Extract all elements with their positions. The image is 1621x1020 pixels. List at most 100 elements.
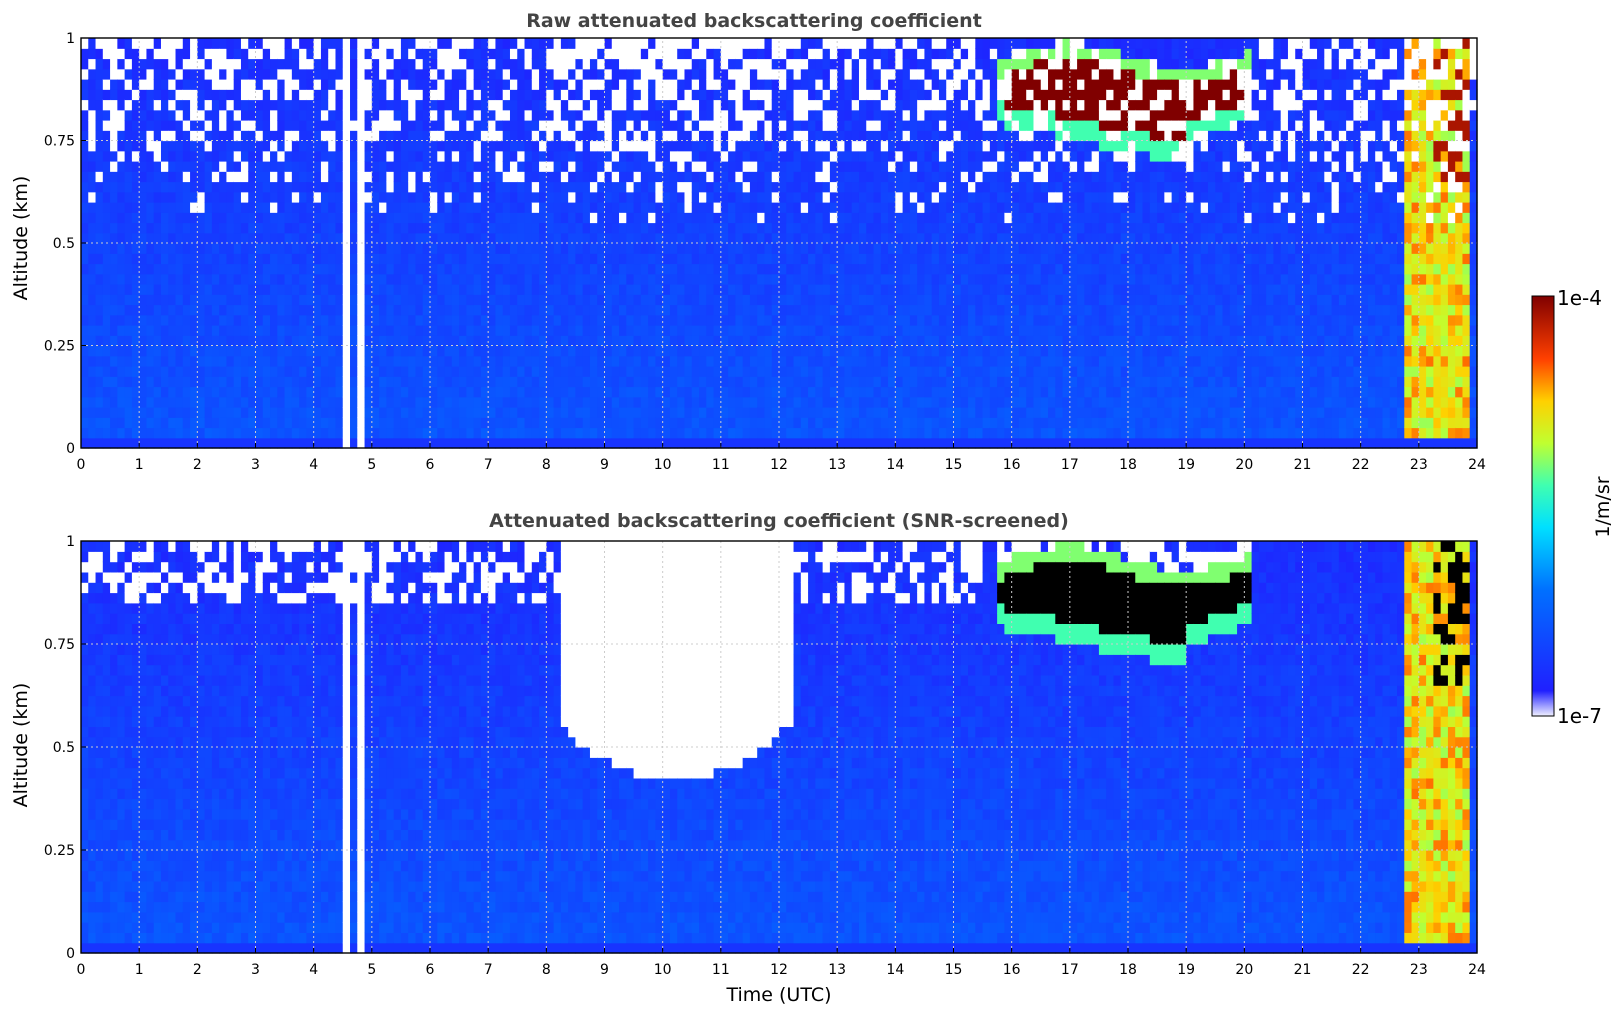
heatmap-cell [422, 232, 431, 244]
heatmap-cell [444, 407, 453, 418]
heatmap-cell [611, 253, 620, 265]
heatmap-cell [277, 150, 286, 162]
heatmap-cell [342, 417, 351, 429]
heatmap-cell [270, 150, 278, 162]
heatmap-cell [299, 437, 307, 449]
heatmap-cell [728, 150, 736, 162]
heatmap-cell [611, 376, 620, 388]
heatmap-cell [560, 263, 569, 275]
heatmap-cell [509, 273, 518, 285]
heatmap-cell [262, 366, 271, 377]
heatmap-cell [88, 171, 97, 183]
heatmap-cell [430, 109, 438, 121]
heatmap-cell [706, 273, 715, 285]
heatmap-cell [779, 345, 787, 357]
heatmap-cell [553, 89, 562, 101]
heatmap-cell [808, 396, 816, 408]
heatmap-cell [531, 38, 540, 49]
heatmap-cell [168, 304, 177, 316]
heatmap-cell [626, 376, 635, 388]
heatmap-cell [190, 171, 198, 183]
heatmap-cell [851, 150, 860, 162]
heatmap-cell [430, 79, 438, 90]
panel-title: Raw attenuated backscattering coefficien… [526, 10, 982, 32]
heatmap-cell [139, 243, 148, 254]
heatmap-cell [626, 345, 635, 357]
heatmap-cell [190, 386, 198, 398]
heatmap-cell [451, 68, 460, 80]
heatmap-cell [691, 396, 700, 408]
heatmap-cell [720, 263, 729, 275]
heatmap-cell [219, 150, 228, 162]
heatmap-cell [335, 232, 344, 244]
heatmap-cell [357, 171, 366, 183]
heatmap-cell [291, 171, 300, 183]
heatmap-cell [582, 212, 591, 224]
heatmap-cell [953, 212, 962, 224]
heatmap-cell [822, 355, 831, 367]
heatmap-cell [851, 79, 860, 90]
heatmap-cell [335, 294, 344, 306]
heatmap-cell [102, 222, 111, 234]
heatmap-cell [153, 99, 162, 111]
heatmap-cell [560, 325, 569, 336]
heatmap-cell [430, 99, 438, 111]
heatmap-cell [742, 212, 751, 224]
heatmap-cell [648, 191, 656, 203]
heatmap-cell [968, 386, 976, 398]
heatmap-cell [204, 222, 213, 234]
heatmap-cell [400, 376, 409, 388]
heatmap-cell [219, 48, 228, 60]
heatmap-cell [335, 407, 344, 418]
heatmap-cell [815, 437, 824, 449]
heatmap-cell [604, 48, 613, 60]
heatmap-cell [131, 120, 140, 131]
heatmap-cell [466, 273, 475, 285]
heatmap-cell [139, 181, 148, 193]
heatmap-cell [342, 150, 351, 162]
heatmap-cell [728, 243, 736, 254]
heatmap-cell [124, 38, 133, 49]
heatmap-cell [880, 314, 889, 326]
heatmap-cell [749, 181, 758, 193]
heatmap-cell [284, 386, 293, 398]
heatmap-cell [589, 222, 598, 234]
heatmap-cell [451, 386, 460, 398]
heatmap-cell [313, 140, 322, 152]
heatmap-cell [539, 232, 547, 244]
heatmap-cell [786, 79, 795, 90]
heatmap-cell [873, 202, 882, 213]
heatmap-cell [604, 140, 613, 152]
heatmap-cell [866, 284, 875, 295]
heatmap-cell [829, 48, 838, 60]
heatmap-cell [597, 48, 606, 60]
heatmap-cell [226, 427, 235, 439]
heatmap-cell [924, 417, 933, 429]
heatmap-cell [546, 120, 555, 131]
heatmap-cell [793, 212, 802, 224]
heatmap-cell [858, 427, 867, 439]
heatmap-cell [124, 191, 133, 203]
heatmap-cell [291, 407, 300, 418]
heatmap-cell [415, 294, 424, 306]
heatmap-cell [808, 68, 816, 80]
heatmap-cell [495, 376, 504, 388]
heatmap-cell [684, 99, 693, 111]
heatmap-cell [866, 273, 875, 285]
heatmap-cell [131, 79, 140, 90]
heatmap-cell [262, 294, 271, 306]
heatmap-cell [437, 386, 446, 398]
heatmap-cell [662, 171, 671, 183]
heatmap-cell [444, 417, 453, 429]
heatmap-cell [248, 366, 257, 377]
heatmap-cell [699, 427, 707, 439]
heatmap-cell [495, 284, 504, 295]
heatmap-cell [553, 130, 562, 142]
heatmap-cell [880, 417, 889, 429]
heatmap-cell [168, 273, 177, 285]
heatmap-cell [393, 294, 402, 306]
heatmap-cell [204, 273, 213, 285]
heatmap-cell [473, 437, 482, 449]
heatmap-cell [539, 222, 547, 234]
heatmap-cell [749, 427, 758, 439]
